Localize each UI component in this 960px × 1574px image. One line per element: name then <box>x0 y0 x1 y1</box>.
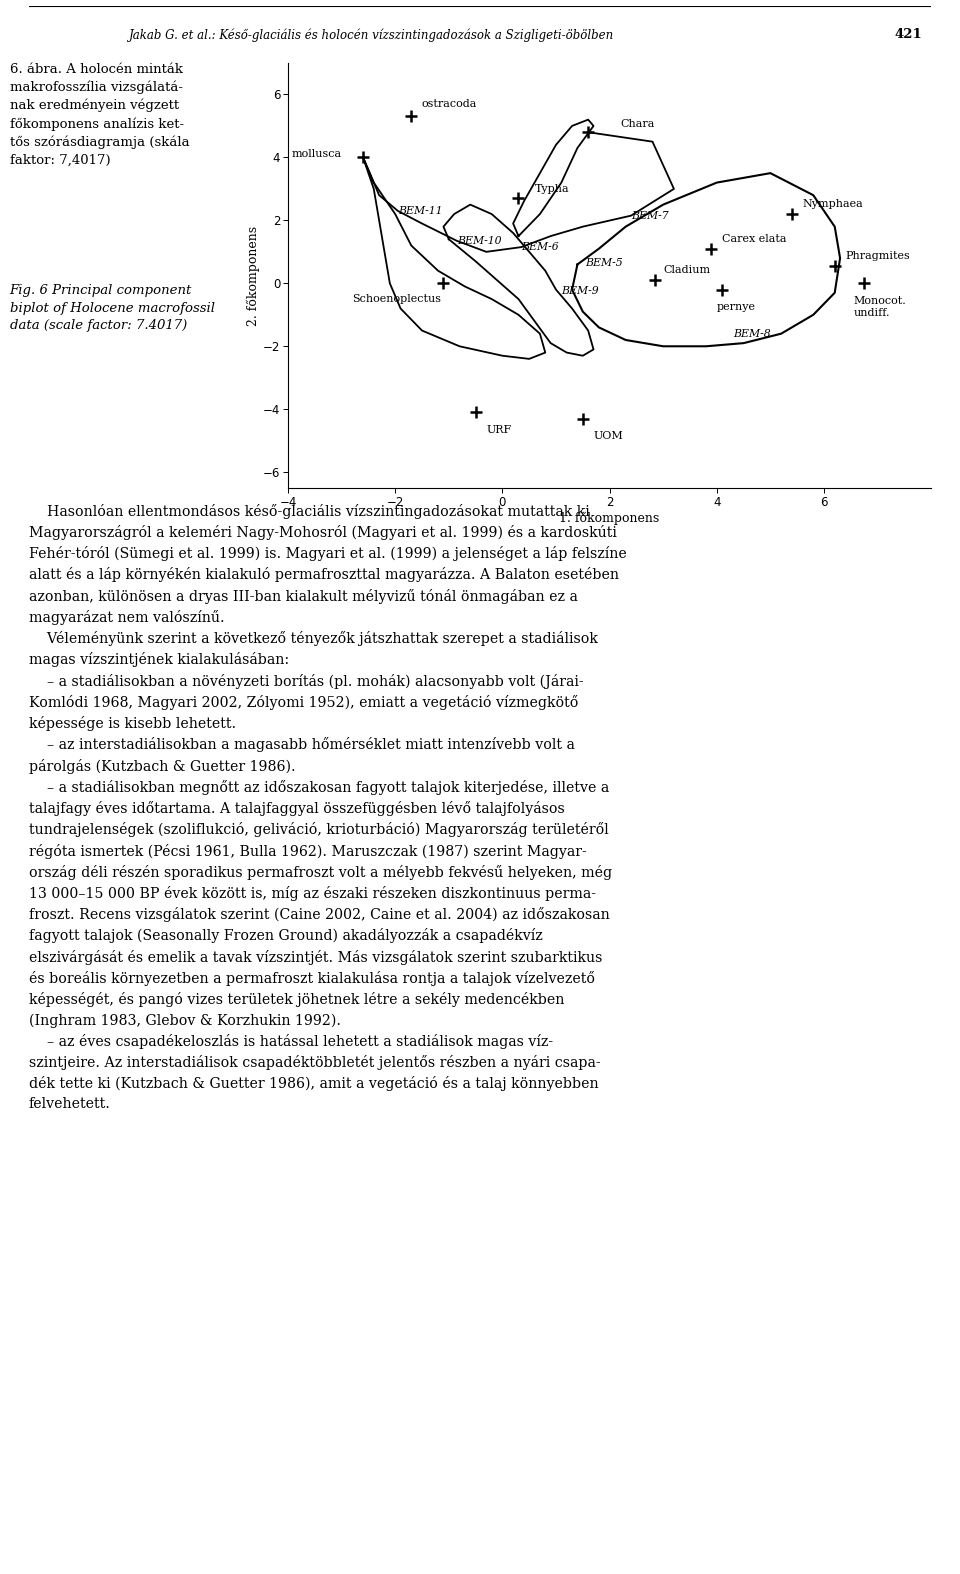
Text: BEM-5: BEM-5 <box>586 258 623 268</box>
Text: UOM: UOM <box>593 431 623 441</box>
Text: BEM-11: BEM-11 <box>397 206 443 216</box>
Y-axis label: 2. főkomponens: 2. főkomponens <box>247 225 260 326</box>
Text: Chara: Chara <box>620 120 655 129</box>
Text: BEM-10: BEM-10 <box>457 236 501 246</box>
Text: Jakab G. et al.: Késő-glaciális és holocén vízszintingadozások a Szigligeti-öböl: Jakab G. et al.: Késő-glaciális és holoc… <box>129 28 614 41</box>
Text: Carex elata: Carex elata <box>722 235 786 244</box>
Text: Monocot.
undiff.: Monocot. undiff. <box>853 296 906 318</box>
Text: pernye: pernye <box>717 302 756 312</box>
Text: Nymphaea: Nymphaea <box>803 200 863 209</box>
X-axis label: 1. főkomponens: 1. főkomponens <box>560 512 660 524</box>
Text: 421: 421 <box>895 28 923 41</box>
Text: Phragmites: Phragmites <box>846 252 910 261</box>
Text: ostracoda: ostracoda <box>422 99 477 109</box>
Text: Cladium: Cladium <box>663 266 710 275</box>
Text: BEM-8: BEM-8 <box>732 329 771 338</box>
Text: Hasonlóan ellentmondásos késő-glaciális vízszintingadozásokat mutattak ki
Magyar: Hasonlóan ellentmondásos késő-glaciális … <box>29 504 627 1111</box>
Text: Schoenoplectus: Schoenoplectus <box>352 294 442 304</box>
Text: URF: URF <box>487 425 512 434</box>
Text: BEM-6: BEM-6 <box>521 242 559 252</box>
Text: mollusca: mollusca <box>292 150 342 159</box>
Text: 6. ábra. A holocén minták
makrofosszília vizsgálatá-
nak eredményein végzett
fők: 6. ábra. A holocén minták makrofosszília… <box>10 63 189 167</box>
Text: BEM-9: BEM-9 <box>562 286 599 296</box>
Text: BEM-7: BEM-7 <box>631 211 669 220</box>
Text: Fig. 6 Principal component
biplot of Holocene macrofossil
data (scale factor: 7.: Fig. 6 Principal component biplot of Hol… <box>10 283 215 332</box>
Text: Typha: Typha <box>535 184 569 194</box>
